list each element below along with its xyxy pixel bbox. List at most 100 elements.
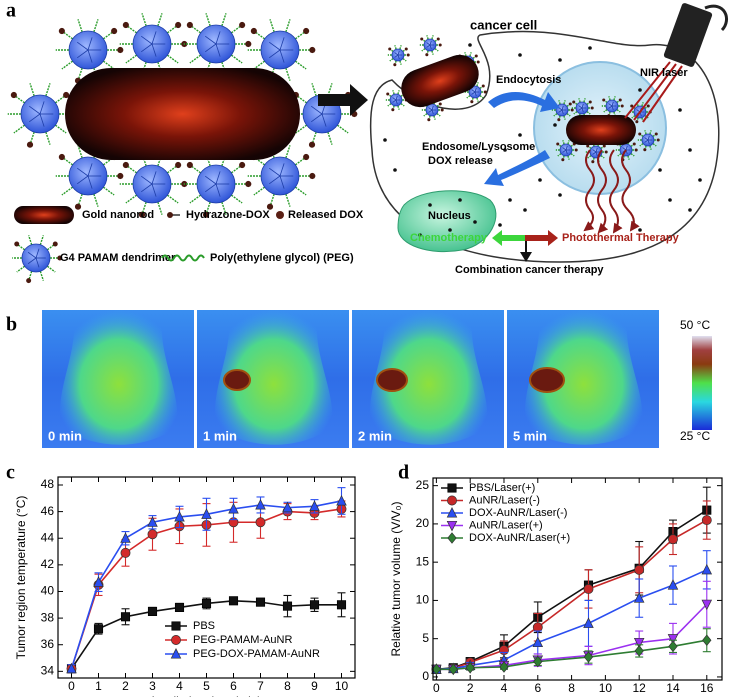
peg-chain xyxy=(294,156,307,166)
branch xyxy=(426,44,431,48)
peg-chain xyxy=(553,112,558,117)
y-tick-label: 0 xyxy=(422,669,429,683)
branch xyxy=(558,109,563,113)
label: cancer cell xyxy=(470,17,537,32)
peg-chain xyxy=(631,114,636,119)
branch xyxy=(395,99,398,105)
dox xyxy=(618,98,622,102)
legend-label: Released DOX xyxy=(288,209,364,221)
chart: 05101520250246810121416Time (Day)Relativ… xyxy=(389,477,723,697)
peg-chain xyxy=(189,24,202,34)
dendrimer-group xyxy=(7,13,358,218)
branch xyxy=(565,145,568,151)
branch xyxy=(87,163,93,177)
marker xyxy=(702,634,712,646)
peg-chain xyxy=(102,186,115,196)
y-axis-label: Tumor region temperature (°C) xyxy=(14,496,28,660)
dox xyxy=(436,37,440,41)
x-tick-label: 1 xyxy=(95,679,102,693)
marker xyxy=(147,529,158,540)
gold-nanorod xyxy=(566,115,636,145)
peg-chain xyxy=(563,115,566,120)
x-tick-label: 14 xyxy=(666,681,680,695)
peg-chain xyxy=(431,35,434,40)
peg-chain xyxy=(125,194,138,204)
peg-chain xyxy=(570,152,575,157)
peg-chain xyxy=(389,57,394,62)
peg-chain xyxy=(558,100,561,105)
branch xyxy=(647,135,650,141)
peg-chain xyxy=(157,13,163,27)
branch xyxy=(431,109,434,115)
peg-chain xyxy=(431,50,434,55)
dox xyxy=(393,63,397,67)
peg-chain xyxy=(639,142,644,147)
laser xyxy=(624,3,728,123)
dox-dot xyxy=(678,108,682,112)
dox xyxy=(591,160,595,164)
peg-chain xyxy=(613,96,616,101)
label: Chemotherapy xyxy=(410,232,488,244)
dox xyxy=(26,141,34,148)
branch xyxy=(279,163,285,177)
thermal-images: 0 min 1 min 2 min 5 min xyxy=(42,310,659,448)
peg-chain xyxy=(586,110,591,115)
dox xyxy=(634,148,638,152)
peg-chain xyxy=(423,112,428,117)
branch xyxy=(611,101,614,107)
legend-label: PBS/Laser(+) xyxy=(469,482,535,494)
dox xyxy=(438,43,442,47)
x-tick-label: 9 xyxy=(311,679,318,693)
dox xyxy=(186,161,193,169)
peg-chain xyxy=(46,243,56,251)
dox xyxy=(10,91,17,99)
peg-chain xyxy=(29,131,35,145)
branch xyxy=(611,105,614,111)
chart: 3436384042444648012345678910Irradiation … xyxy=(14,476,356,697)
dox xyxy=(111,27,118,35)
legend-icon xyxy=(167,212,173,218)
branch xyxy=(269,167,281,177)
scale-label: 25 °C xyxy=(680,429,710,443)
peg-chain xyxy=(295,124,308,134)
peg-chain xyxy=(141,13,147,27)
series-line xyxy=(436,569,708,671)
x-tick-label: 0 xyxy=(68,679,75,693)
legend-icon xyxy=(276,211,284,219)
branch xyxy=(644,137,649,141)
peg-chain xyxy=(476,97,479,102)
laser-head xyxy=(663,3,713,67)
marker xyxy=(633,592,645,603)
mouse-body xyxy=(369,310,488,445)
dox-dot xyxy=(688,208,692,212)
dox xyxy=(425,53,429,57)
peg-chain xyxy=(27,271,33,281)
dox xyxy=(138,211,146,218)
y-tick-label: 5 xyxy=(422,631,429,645)
marker xyxy=(634,564,645,575)
dox xyxy=(117,46,124,54)
legend-label: AuNR/Laser(+) xyxy=(469,519,543,531)
y-tick-label: 48 xyxy=(41,477,55,491)
dox xyxy=(175,161,182,169)
branch xyxy=(397,50,400,56)
dox xyxy=(590,106,594,110)
branch xyxy=(279,37,285,51)
peg-chain xyxy=(230,194,243,204)
y-tick-label: 20 xyxy=(416,516,430,530)
branch xyxy=(269,175,281,185)
y-tick-label: 44 xyxy=(41,530,55,544)
peg-chain xyxy=(102,156,115,166)
branch xyxy=(205,175,217,185)
dox xyxy=(117,172,124,180)
marker xyxy=(634,645,644,657)
dox xyxy=(391,108,395,112)
legend-icon xyxy=(12,235,63,284)
dox xyxy=(175,21,182,29)
branch xyxy=(429,44,432,50)
peg-chain xyxy=(285,145,291,159)
branch xyxy=(565,149,568,155)
marker xyxy=(336,494,347,506)
branch xyxy=(428,107,433,111)
dox xyxy=(481,84,485,88)
